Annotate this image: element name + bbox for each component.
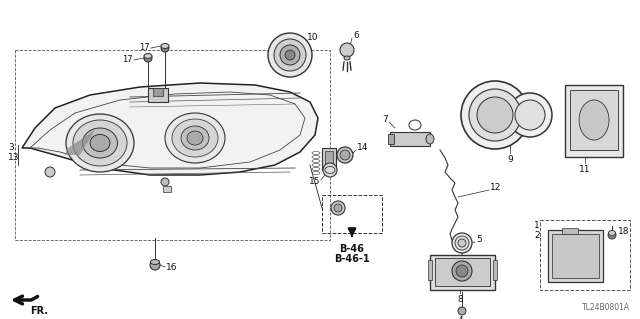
Circle shape: [455, 236, 469, 250]
Ellipse shape: [73, 120, 127, 166]
Polygon shape: [22, 83, 318, 175]
Text: 10: 10: [307, 33, 319, 42]
Bar: [15, 50, 330, 240]
Text: FR.: FR.: [30, 306, 48, 316]
Circle shape: [508, 93, 552, 137]
Bar: [548, 230, 603, 282]
Text: 4: 4: [457, 316, 463, 319]
Circle shape: [340, 150, 350, 160]
Bar: [163, 186, 171, 192]
Text: 16: 16: [166, 263, 177, 272]
Ellipse shape: [165, 113, 225, 163]
Ellipse shape: [83, 128, 118, 158]
Polygon shape: [65, 130, 95, 155]
Ellipse shape: [150, 259, 159, 264]
Bar: [325, 151, 333, 167]
Circle shape: [452, 261, 472, 281]
Ellipse shape: [181, 126, 209, 150]
Bar: [388, 134, 394, 144]
Circle shape: [452, 233, 472, 253]
Bar: [428, 260, 432, 280]
Bar: [493, 260, 497, 280]
Ellipse shape: [66, 114, 134, 172]
Circle shape: [268, 33, 312, 77]
Text: 13: 13: [8, 153, 19, 162]
Circle shape: [161, 178, 169, 186]
Text: B-46-1: B-46-1: [334, 254, 370, 264]
Circle shape: [456, 265, 468, 277]
Bar: [430, 255, 495, 290]
Circle shape: [274, 39, 306, 71]
Text: 17: 17: [122, 56, 133, 64]
Bar: [390, 132, 430, 146]
Ellipse shape: [426, 134, 434, 144]
Circle shape: [458, 239, 466, 247]
Circle shape: [334, 204, 342, 212]
Bar: [570, 90, 618, 150]
Circle shape: [285, 50, 295, 60]
Text: 2: 2: [534, 231, 540, 240]
Text: 9: 9: [507, 155, 513, 164]
Circle shape: [331, 201, 345, 215]
Circle shape: [477, 97, 513, 133]
Circle shape: [45, 167, 55, 177]
Ellipse shape: [90, 135, 110, 152]
Ellipse shape: [144, 54, 152, 58]
Ellipse shape: [161, 43, 169, 48]
Bar: [565, 85, 623, 157]
Circle shape: [340, 43, 354, 57]
Text: 18: 18: [618, 227, 630, 236]
Bar: [435, 258, 490, 286]
Text: 12: 12: [490, 183, 501, 192]
Circle shape: [323, 163, 337, 177]
Circle shape: [456, 262, 468, 274]
Text: 15: 15: [308, 177, 320, 187]
Text: 3: 3: [8, 144, 13, 152]
Bar: [552, 234, 599, 278]
Text: B-46: B-46: [340, 244, 364, 254]
Text: 5: 5: [476, 235, 482, 244]
Bar: [562, 228, 578, 234]
Text: 1: 1: [534, 220, 540, 229]
Bar: [148, 88, 168, 102]
Ellipse shape: [344, 56, 350, 60]
Circle shape: [608, 231, 616, 239]
Bar: [322, 195, 382, 233]
Ellipse shape: [579, 100, 609, 140]
Text: TL24B0801A: TL24B0801A: [582, 303, 630, 312]
Circle shape: [161, 44, 169, 52]
Circle shape: [150, 260, 160, 270]
Bar: [153, 88, 163, 96]
Bar: [540, 220, 630, 290]
Circle shape: [280, 45, 300, 65]
Ellipse shape: [609, 231, 616, 235]
Bar: [322, 148, 336, 170]
Text: 8: 8: [457, 295, 463, 304]
Circle shape: [337, 147, 353, 163]
Text: 6: 6: [353, 31, 359, 40]
Ellipse shape: [187, 131, 203, 145]
Circle shape: [469, 89, 521, 141]
Circle shape: [144, 54, 152, 62]
Circle shape: [461, 81, 529, 149]
Circle shape: [515, 100, 545, 130]
Text: 7: 7: [382, 115, 388, 124]
Text: 14: 14: [357, 144, 369, 152]
Circle shape: [458, 307, 466, 315]
Text: 11: 11: [579, 165, 591, 174]
Ellipse shape: [172, 119, 218, 157]
Text: 17: 17: [140, 43, 150, 53]
